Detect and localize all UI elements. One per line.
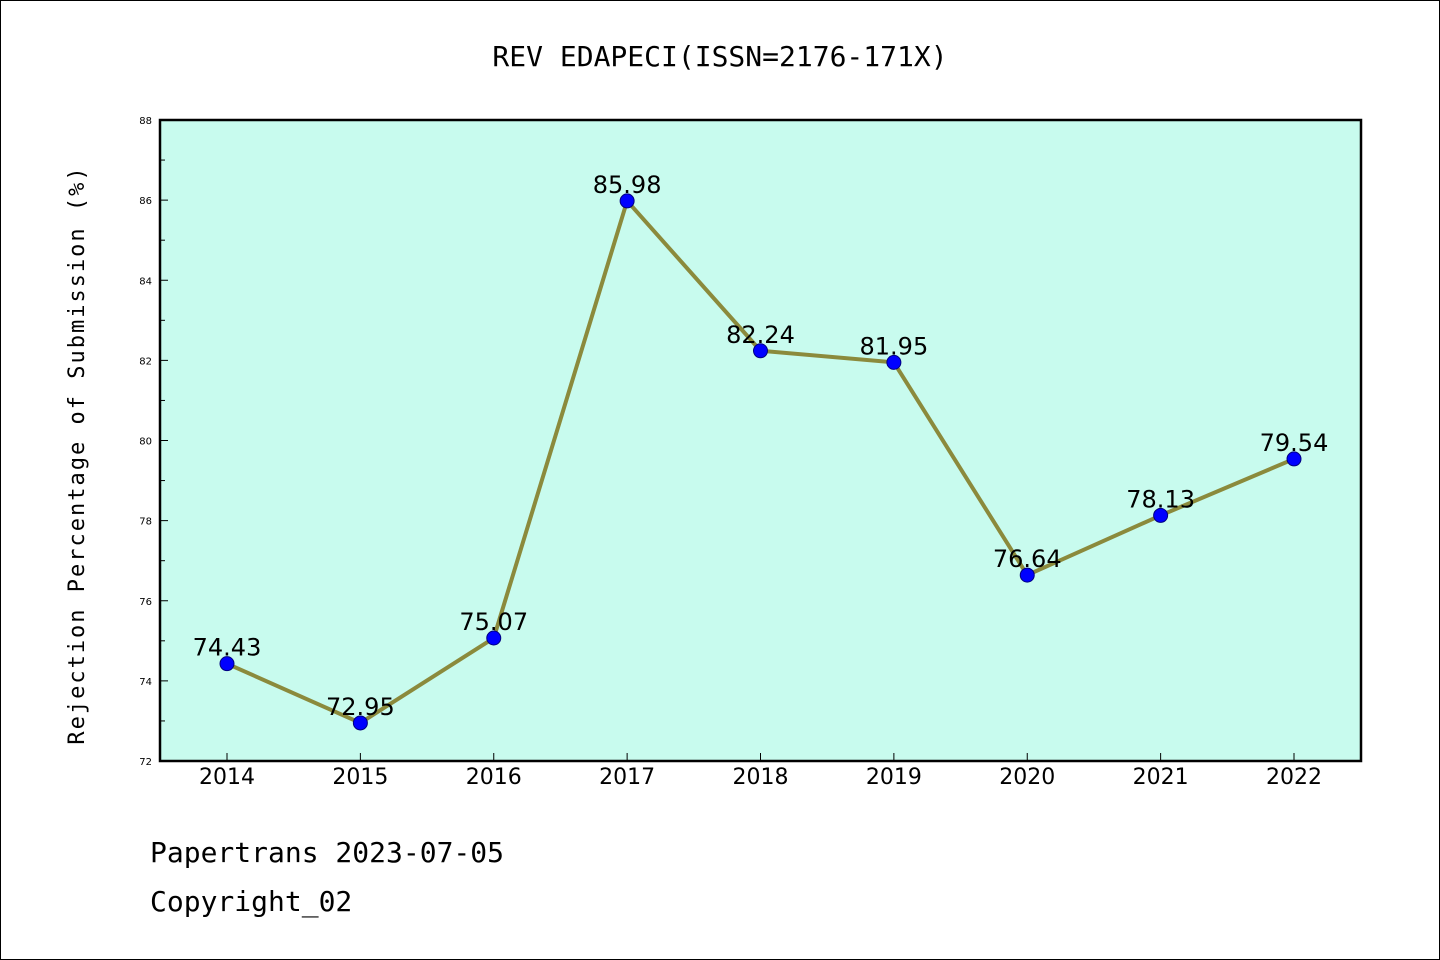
data-point [619,193,635,209]
x-tick-label: 2015 [332,765,388,790]
x-tick-label: 2019 [866,765,922,790]
y-tick-label: 80 [139,437,152,448]
data-label: 72.95 [326,693,395,721]
data-label: 75.07 [459,608,528,636]
y-tick-label: 84 [139,276,152,287]
footer-copyright: Copyright_02 [150,885,353,918]
y-tick-label: 74 [139,677,152,688]
x-tick-label: 2020 [999,765,1055,790]
x-tick-label: 2022 [1266,765,1322,790]
x-tick-label: 2014 [199,765,255,790]
data-point [1019,567,1035,583]
data-point [1286,451,1302,467]
y-tick-label: 88 [139,116,152,127]
x-tick-label: 2016 [466,765,522,790]
data-labels: 74.43 72.95 75.07 85.98 82.24 81.95 76.64 78.13… [193,171,1329,721]
data-point [886,354,902,370]
plot-border [158,118,1363,763]
x-tick-label: 2018 [733,765,789,790]
data-point [352,715,368,731]
data-point [486,630,502,646]
y-axis-label: Rejection Percentage of Submission (%) [65,165,90,744]
data-label: 78.13 [1126,485,1195,513]
x-tick-label: 2017 [599,765,655,790]
x-axis: 2014 2015 2016 2017 2018 2019 2020 2021 2022 [199,753,1322,790]
data-label: 82.24 [726,321,795,349]
plot-area [160,120,1361,761]
data-label: 85.98 [593,171,662,199]
chart-title: REV EDAPECI(ISSN=2176-171X) [492,40,947,73]
data-label: 79.54 [1260,429,1329,457]
data-points [219,193,1302,731]
data-label: 74.43 [193,634,262,662]
y-tick-label: 82 [139,356,152,367]
data-label: 81.95 [860,332,929,360]
data-point [1153,507,1169,523]
data-label: 76.64 [993,545,1062,573]
y-tick-label: 76 [139,597,152,608]
data-point [753,343,768,359]
data-point [219,656,235,672]
y-tick-label: 86 [139,196,152,207]
y-tick-label: 78 [139,517,152,528]
y-tick-label: 72 [139,757,152,768]
footer-date: Papertrans 2023-07-05 [150,836,505,869]
x-tick-label: 2021 [1133,765,1189,790]
